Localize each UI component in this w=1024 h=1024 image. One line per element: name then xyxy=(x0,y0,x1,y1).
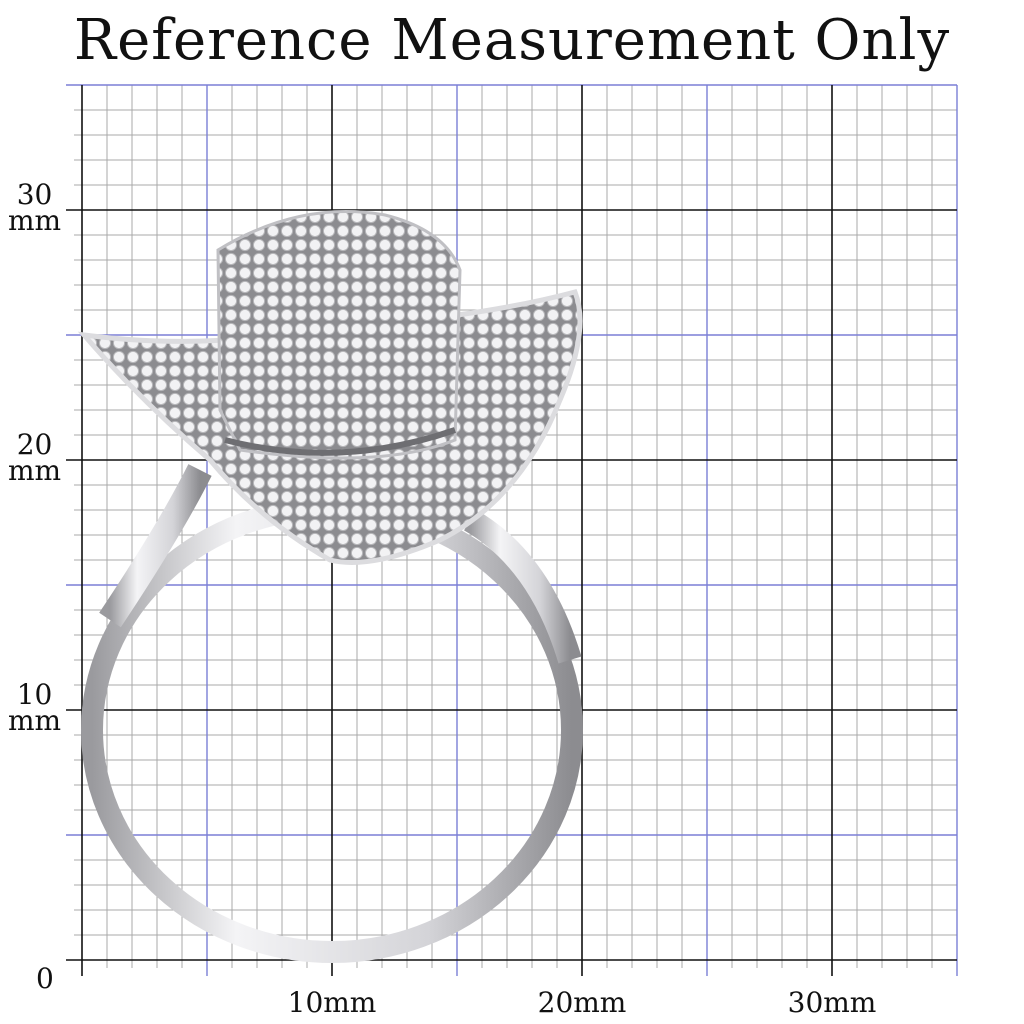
x-label-10mm: 10mm xyxy=(287,986,377,1019)
x-label-20mm: 20mm xyxy=(537,986,627,1019)
y-label-20mm: 20 mm xyxy=(8,428,62,487)
y-label-30mm: 30 mm xyxy=(8,178,62,237)
page-title: Reference Measurement Only xyxy=(73,8,951,73)
x-label-30mm: 30mm xyxy=(787,986,877,1019)
y-label-10mm: 10 mm xyxy=(8,678,62,737)
origin-label: 0 xyxy=(36,962,54,995)
